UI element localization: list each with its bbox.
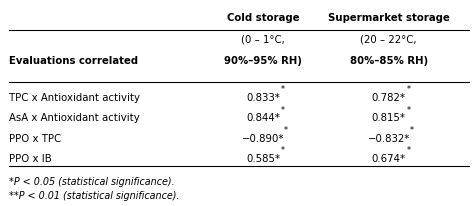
Text: *: *: [410, 126, 414, 135]
Text: (0 – 1°C,: (0 – 1°C,: [241, 35, 285, 44]
Text: 0.585*: 0.585*: [246, 154, 280, 164]
Text: 0.782*: 0.782*: [372, 93, 406, 103]
Text: 0.844*: 0.844*: [246, 114, 280, 123]
Text: *: *: [407, 85, 410, 94]
Text: *: *: [281, 85, 285, 94]
Text: 0.674*: 0.674*: [372, 154, 406, 164]
Text: PPO x TPC: PPO x TPC: [9, 134, 62, 144]
Text: (20 – 22°C,: (20 – 22°C,: [360, 35, 417, 44]
Text: **P < 0.01 (statistical significance).: **P < 0.01 (statistical significance).: [9, 191, 180, 201]
Text: *: *: [407, 105, 410, 115]
Text: 80%–85% RH): 80%–85% RH): [350, 56, 428, 66]
Text: *: *: [407, 146, 410, 155]
Text: 0.815*: 0.815*: [372, 114, 406, 123]
Text: *: *: [281, 105, 285, 115]
Text: −0.890*: −0.890*: [242, 134, 284, 144]
Text: *: *: [284, 126, 288, 135]
Text: Cold storage: Cold storage: [227, 13, 299, 22]
Text: 0.833*: 0.833*: [246, 93, 280, 103]
Text: PPO x IB: PPO x IB: [9, 154, 52, 164]
Text: 90%–95% RH): 90%–95% RH): [224, 56, 302, 66]
Text: TPC x Antioxidant activity: TPC x Antioxidant activity: [9, 93, 140, 103]
Text: *P < 0.05 (statistical significance).: *P < 0.05 (statistical significance).: [9, 177, 175, 187]
Text: *: *: [281, 146, 285, 155]
Text: −0.832*: −0.832*: [367, 134, 410, 144]
Text: Evaluations correlated: Evaluations correlated: [9, 56, 138, 66]
Text: Supermarket storage: Supermarket storage: [328, 13, 449, 22]
Text: AsA x Antioxidant activity: AsA x Antioxidant activity: [9, 114, 140, 123]
